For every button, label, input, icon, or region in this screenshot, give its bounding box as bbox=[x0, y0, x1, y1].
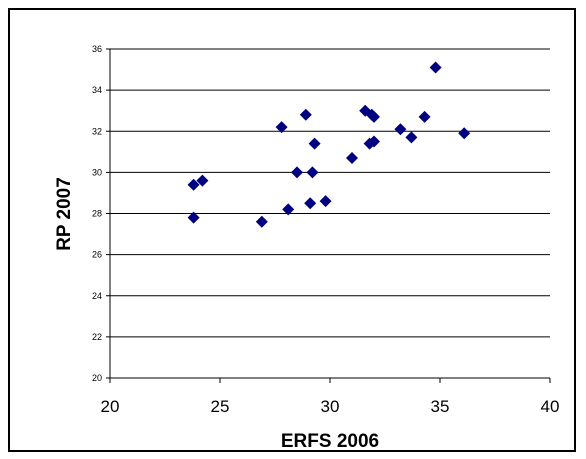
data-point bbox=[320, 195, 332, 207]
data-point bbox=[430, 62, 442, 74]
y-tick-label: 26 bbox=[92, 250, 102, 260]
x-tick-label: 25 bbox=[211, 397, 230, 416]
x-tick-label: 35 bbox=[431, 397, 450, 416]
gridlines bbox=[110, 49, 550, 337]
data-point bbox=[346, 152, 358, 164]
y-tick-label: 36 bbox=[92, 44, 102, 54]
data-point bbox=[458, 127, 470, 139]
y-tick-label: 22 bbox=[92, 332, 102, 342]
y-axis-title: RP 2007 bbox=[54, 177, 75, 251]
x-axis-title: ERFS 2006 bbox=[281, 431, 379, 452]
data-point bbox=[394, 123, 406, 135]
y-tick-label: 32 bbox=[92, 126, 102, 136]
y-tick-label: 30 bbox=[92, 167, 102, 177]
x-tick-label: 40 bbox=[541, 397, 560, 416]
data-point bbox=[291, 166, 303, 178]
data-point bbox=[256, 216, 268, 228]
axes bbox=[106, 49, 550, 383]
data-point bbox=[309, 138, 321, 150]
y-tick-label: 20 bbox=[92, 373, 102, 383]
y-tick-label: 28 bbox=[92, 209, 102, 219]
x-tick-label: 20 bbox=[101, 397, 120, 416]
tick-labels: 20 22 24 26 28 30 32 34 36 20 25 30 35 40 bbox=[92, 44, 559, 416]
x-tick-label: 30 bbox=[321, 397, 340, 416]
data-point bbox=[306, 166, 318, 178]
y-tick-label: 24 bbox=[92, 291, 102, 301]
y-tick-label: 34 bbox=[92, 85, 102, 95]
data-point bbox=[419, 111, 431, 123]
data-points bbox=[188, 62, 471, 228]
data-point bbox=[405, 131, 417, 143]
data-point bbox=[300, 109, 312, 121]
data-point bbox=[304, 197, 316, 209]
